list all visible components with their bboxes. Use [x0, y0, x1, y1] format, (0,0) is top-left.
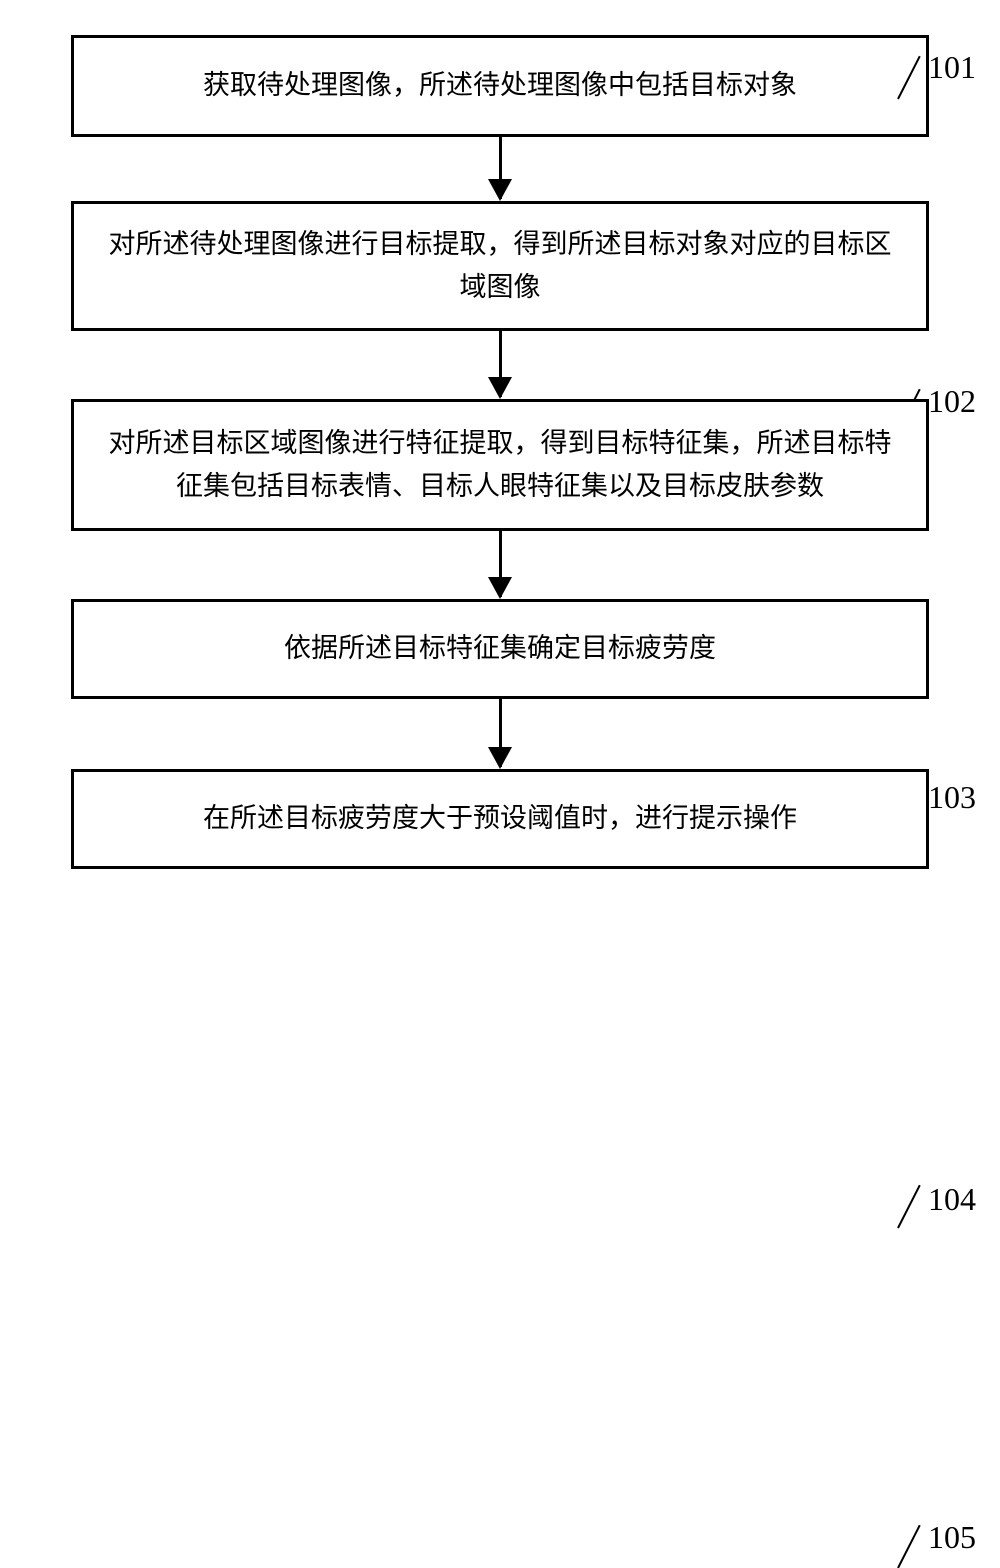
arrow-line — [499, 531, 502, 597]
step-label-101: 101 — [928, 49, 976, 86]
arrow-line — [499, 137, 502, 199]
arrow-after-104 — [0, 699, 1000, 769]
step-box-104: 依据所述目标特征集确定目标疲劳度 — [71, 599, 929, 699]
step-wrapper-105: 在所述目标疲劳度大于预设阈值时，进行提示操作105 — [0, 769, 1000, 869]
step-wrapper-103: 对所述目标区域图像进行特征提取，得到目标特征集，所述目标特征集包括目标表情、目标… — [0, 399, 1000, 531]
step-wrapper-104: 依据所述目标特征集确定目标疲劳度104 — [0, 599, 1000, 699]
step-box-103: 对所述目标区域图像进行特征提取，得到目标特征集，所述目标特征集包括目标表情、目标… — [71, 399, 929, 531]
flowchart: 获取待处理图像，所述待处理图像中包括目标对象101 对所述待处理图像进行目标提取，… — [0, 0, 1000, 953]
label-connector-104 — [897, 1185, 921, 1229]
arrow-line — [499, 699, 502, 767]
arrow-after-102 — [0, 331, 1000, 399]
arrow-after-101 — [0, 137, 1000, 201]
step-box-105: 在所述目标疲劳度大于预设阈值时，进行提示操作 — [71, 769, 929, 869]
arrow-after-103 — [0, 531, 1000, 599]
step-box-102: 对所述待处理图像进行目标提取，得到所述目标对象对应的目标区域图像 — [71, 201, 929, 331]
step-box-101: 获取待处理图像，所述待处理图像中包括目标对象 — [71, 35, 929, 137]
step-wrapper-102: 对所述待处理图像进行目标提取，得到所述目标对象对应的目标区域图像102 — [0, 201, 1000, 331]
step-wrapper-101: 获取待处理图像，所述待处理图像中包括目标对象101 — [0, 35, 1000, 137]
step-label-104: 104 — [928, 1181, 976, 1218]
step-label-105: 105 — [928, 1519, 976, 1556]
arrow-line — [499, 331, 502, 397]
label-connector-105 — [897, 1525, 921, 1568]
